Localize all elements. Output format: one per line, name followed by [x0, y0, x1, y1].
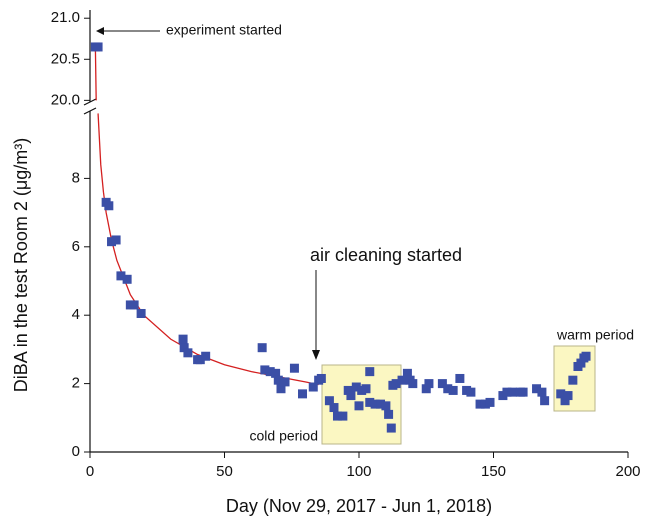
x-tick-label: 50 — [216, 463, 233, 480]
x-axis-label: Day (Nov 29, 2017 - Jun 1, 2018) — [226, 496, 492, 516]
annotation: experiment started — [166, 22, 282, 38]
point — [122, 274, 132, 284]
point — [386, 423, 396, 433]
x-tick-label: 200 — [615, 463, 640, 480]
point — [397, 375, 407, 385]
point — [351, 382, 361, 392]
point — [480, 399, 490, 409]
point — [421, 384, 431, 394]
point — [316, 373, 326, 383]
annotation: cold period — [250, 428, 319, 444]
point — [280, 377, 290, 387]
point — [424, 379, 434, 389]
point — [260, 365, 270, 375]
point — [271, 368, 281, 378]
x-tick-label: 0 — [86, 463, 94, 480]
point — [93, 42, 103, 52]
point — [136, 308, 146, 318]
point — [556, 389, 566, 399]
point — [381, 401, 391, 411]
point — [518, 387, 528, 397]
y-tick-label: 2 — [72, 375, 80, 392]
x-tick-label: 100 — [346, 463, 371, 480]
y-tick-label: 4 — [72, 306, 80, 323]
point — [568, 375, 578, 385]
point — [365, 397, 375, 407]
point — [537, 387, 547, 397]
point — [448, 385, 458, 395]
point — [540, 396, 550, 406]
point — [178, 334, 188, 344]
point — [107, 237, 117, 247]
point — [179, 343, 189, 353]
point — [532, 384, 542, 394]
point — [408, 379, 418, 389]
y-tick-label: 6 — [72, 238, 80, 255]
axis-break — [83, 98, 97, 106]
point — [111, 235, 121, 245]
point — [365, 367, 375, 377]
arrow-head — [96, 27, 104, 35]
point — [576, 358, 586, 368]
point — [329, 403, 339, 413]
point — [443, 384, 453, 394]
point — [361, 384, 371, 394]
point — [466, 387, 476, 397]
point — [402, 368, 412, 378]
point — [376, 399, 386, 409]
point — [391, 379, 401, 389]
point — [273, 375, 283, 385]
y-axis-label: DiBA in the test Room 2 (μg/m³) — [11, 138, 31, 392]
x-tick-label: 150 — [481, 463, 506, 480]
point — [455, 373, 465, 383]
arrow-head — [312, 350, 320, 360]
point — [257, 343, 267, 353]
point — [195, 355, 205, 365]
point — [104, 201, 114, 211]
point — [581, 351, 591, 361]
point — [475, 399, 485, 409]
point — [370, 399, 380, 409]
y-tick-label: 20.0 — [51, 91, 80, 108]
point — [289, 363, 299, 373]
point — [183, 348, 193, 358]
y-tick-label: 21.0 — [51, 9, 80, 26]
point — [437, 379, 447, 389]
point — [338, 411, 348, 421]
point — [129, 300, 139, 310]
point — [560, 396, 570, 406]
point — [507, 387, 517, 397]
point — [201, 351, 211, 361]
point — [298, 389, 308, 399]
point — [332, 411, 342, 421]
point — [485, 397, 495, 407]
y-tick-label: 0 — [72, 443, 80, 460]
point — [276, 384, 286, 394]
point — [116, 271, 126, 281]
annotation: warm period — [556, 327, 634, 343]
point — [502, 387, 512, 397]
point — [308, 382, 318, 392]
point — [265, 367, 275, 377]
point — [384, 409, 394, 419]
fit-curve — [94, 46, 319, 386]
axis-break — [83, 107, 97, 115]
point — [346, 391, 356, 401]
point — [563, 391, 573, 401]
point — [343, 385, 353, 395]
annotation: air cleaning started — [310, 245, 462, 265]
y-tick-label: 20.5 — [51, 50, 80, 67]
point — [354, 401, 364, 411]
y-tick-label: 8 — [72, 169, 80, 186]
point — [324, 396, 334, 406]
